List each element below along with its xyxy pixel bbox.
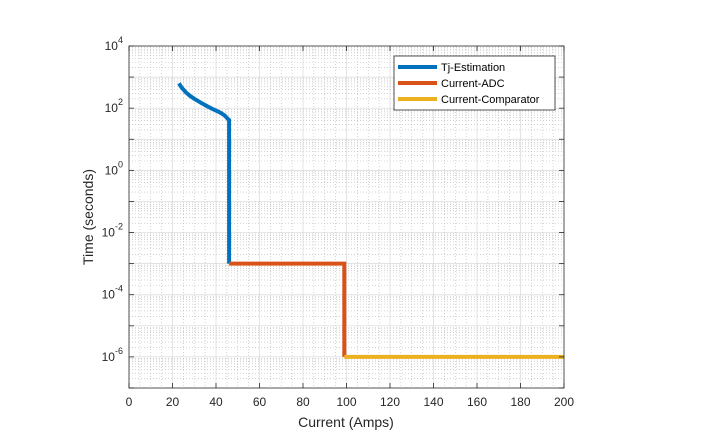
legend-label-current-comparator: Current-Comparator: [441, 94, 540, 106]
y-tick-label: 10-2: [102, 222, 123, 240]
tick-marks: [128, 45, 565, 389]
series-layer: [177, 82, 564, 359]
y-tick-label: 104: [105, 35, 123, 53]
series-line-current-adc: [229, 261, 347, 357]
y-tick-labels: 104 102 100 10-2 10-4 10-6: [102, 35, 123, 364]
y-tick-label: 10-4: [102, 284, 123, 302]
minor-grid: [129, 46, 564, 388]
x-tick-label: 40: [209, 395, 223, 409]
x-tick-label: 200: [554, 395, 574, 409]
x-tick-labels: 0 20 40 60 80 100 120 140 160 180 200: [126, 395, 575, 409]
y-axis-label: Time (seconds): [80, 169, 96, 265]
x-tick-label: 160: [467, 395, 487, 409]
y-tick-label: 10-6: [102, 346, 123, 364]
x-tick-label: 60: [253, 395, 267, 409]
x-tick-label: 180: [510, 395, 530, 409]
x-tick-label: 80: [296, 395, 310, 409]
series-line-tj-estimation: [177, 82, 232, 264]
y-tick-label: 100: [105, 159, 123, 177]
x-tick-label: 0: [126, 395, 133, 409]
y-tick-label: 102: [105, 97, 123, 115]
x-tick-label: 100: [336, 395, 356, 409]
x-axis-label: Current (Amps): [298, 414, 394, 430]
x-tick-label: 120: [380, 395, 400, 409]
legend-label-current-adc: Current-ADC: [441, 78, 505, 90]
legend: Tj-Estimation Current-ADC Current-Compar…: [393, 55, 556, 111]
legend-label-tj-estimation: Tj-Estimation: [441, 62, 505, 74]
x-tick-label: 20: [166, 395, 180, 409]
x-tick-label: 140: [423, 395, 443, 409]
